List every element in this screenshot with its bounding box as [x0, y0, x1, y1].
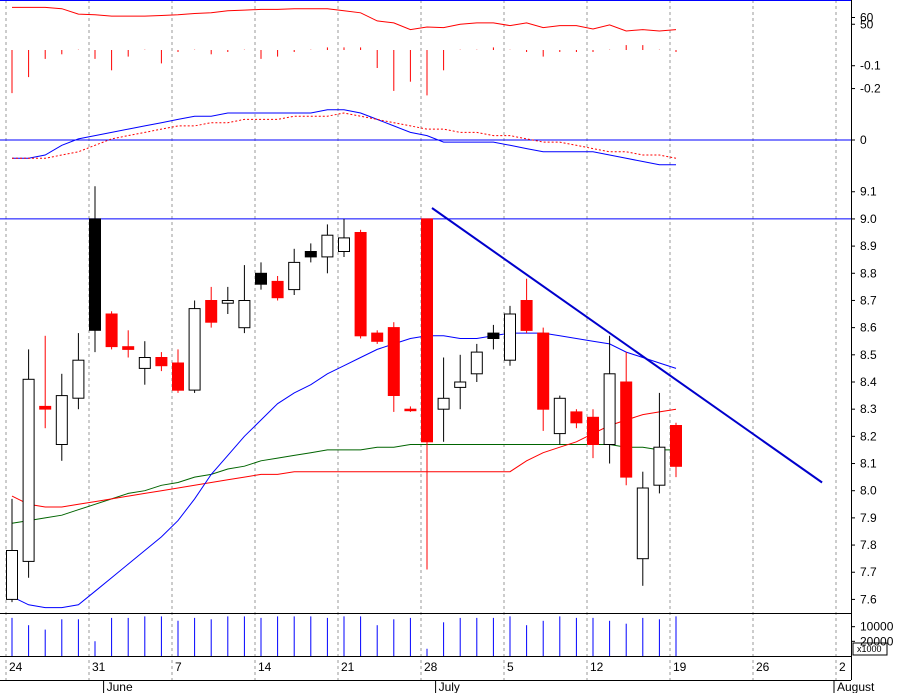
oscillator-panel — [12, 6, 677, 32]
candle-body — [437, 397, 450, 410]
date-tick-label: 28 — [424, 660, 438, 674]
price-panel — [0, 186, 851, 609]
month-label: July — [439, 680, 460, 693]
candle-body — [304, 251, 317, 258]
candle-body — [338, 237, 350, 252]
volume-tick-label: 20000 — [860, 634, 894, 648]
price-tick-label: 8.2 — [860, 429, 877, 443]
price-tick-label: 7.7 — [860, 565, 877, 579]
date-tick-label: 26 — [756, 660, 770, 674]
candle-body — [238, 300, 251, 329]
candle-body — [636, 487, 649, 560]
volume-tick-label: 10000 — [860, 620, 894, 634]
date-tick-label: 12 — [590, 660, 604, 674]
price-tick-label: 7.9 — [860, 511, 877, 525]
candle-body — [553, 397, 566, 435]
price-tick-label: 8.4 — [860, 375, 877, 389]
date-tick-label: 7 — [175, 660, 182, 674]
candle-body — [454, 381, 467, 388]
price-tick-label: 8.0 — [860, 484, 877, 498]
hist-tick-label: -0.2 — [860, 82, 881, 96]
date-tick-label: 14 — [258, 660, 272, 674]
trend-line — [431, 207, 823, 484]
panel-borders — [0, 0, 852, 681]
price-tick-label: 7.6 — [860, 592, 877, 606]
price-tick-label: 8.8 — [860, 266, 877, 280]
candle-body — [6, 550, 18, 600]
price-tick-label: 8.7 — [860, 293, 877, 307]
date-tick-label: 5 — [507, 660, 514, 674]
candle-body — [321, 234, 334, 258]
candle-body — [570, 411, 583, 424]
volume-scale-box — [852, 642, 888, 656]
candle-body — [55, 395, 68, 446]
macd-line — [12, 109, 676, 166]
volume-scale-note: x1000 — [857, 644, 882, 654]
candle-body — [354, 232, 367, 337]
candle-body — [537, 332, 550, 410]
candle-body — [155, 357, 168, 367]
candle-body — [288, 261, 301, 291]
histogram-panel — [11, 45, 677, 96]
candle-body — [670, 425, 682, 467]
oscillator-line — [12, 6, 677, 32]
candle-body — [470, 351, 483, 375]
candle-body — [487, 332, 500, 340]
candle-body — [404, 408, 417, 412]
osc-tick-label: 60 — [860, 11, 874, 25]
price-tick-label: 8.5 — [860, 348, 877, 362]
axis-labels: 9.1 9.0 8.9 8.8 8.7 8.6 8.5 8.4 8.3 8.2 8.1 8.0 7.9 7… — [9, 11, 894, 693]
ma-fast-line — [11, 332, 677, 609]
candle-body — [504, 313, 516, 361]
price-tick-label: 7.8 — [860, 538, 877, 552]
price-tick-label: 8.9 — [860, 239, 877, 253]
candle-body — [371, 332, 384, 342]
candle-body — [188, 308, 201, 391]
ma-slow-line — [11, 444, 676, 524]
candle-body — [387, 327, 400, 397]
candle-body — [421, 218, 433, 443]
candle-body — [603, 373, 616, 445]
macd-signal-line — [12, 112, 677, 159]
price-tick-label: 9.0 — [860, 212, 877, 226]
date-tick-label: 2 — [839, 660, 846, 674]
candle-body — [205, 300, 218, 323]
candle-body — [122, 346, 135, 350]
date-tick-label: 24 — [9, 660, 23, 674]
candle-body — [653, 446, 666, 486]
candle-body — [89, 218, 101, 331]
macd-panel — [12, 109, 677, 166]
month-label: August — [837, 680, 875, 693]
candle-body — [172, 362, 184, 391]
hist-tick-label: -0.1 — [860, 59, 881, 73]
date-tick-label: 19 — [673, 660, 687, 674]
candle-body — [138, 357, 151, 369]
macd-tick-label: 0 — [860, 133, 867, 147]
candle-body — [271, 280, 284, 299]
price-tick-label: 8.1 — [860, 457, 877, 471]
price-tick-label: 9.1 — [860, 185, 877, 199]
candle-body — [72, 359, 85, 399]
candle-body — [520, 300, 533, 331]
date-tick-label: 31 — [92, 660, 106, 674]
volume-panel — [11, 616, 677, 656]
candle-body — [22, 378, 35, 562]
candle-body — [39, 405, 52, 410]
price-tick-label: 8.6 — [860, 321, 877, 335]
candle-body — [105, 313, 118, 348]
date-tick-label: 21 — [341, 660, 355, 674]
osc-tick-label: 50 — [860, 17, 874, 31]
ma-mid-line — [11, 408, 677, 508]
candle-body — [221, 300, 234, 304]
month-label: June — [107, 680, 133, 693]
candle-body — [587, 416, 599, 445]
candle-body — [620, 381, 633, 478]
candle-body — [255, 272, 267, 285]
price-tick-label: 8.3 — [860, 402, 877, 416]
